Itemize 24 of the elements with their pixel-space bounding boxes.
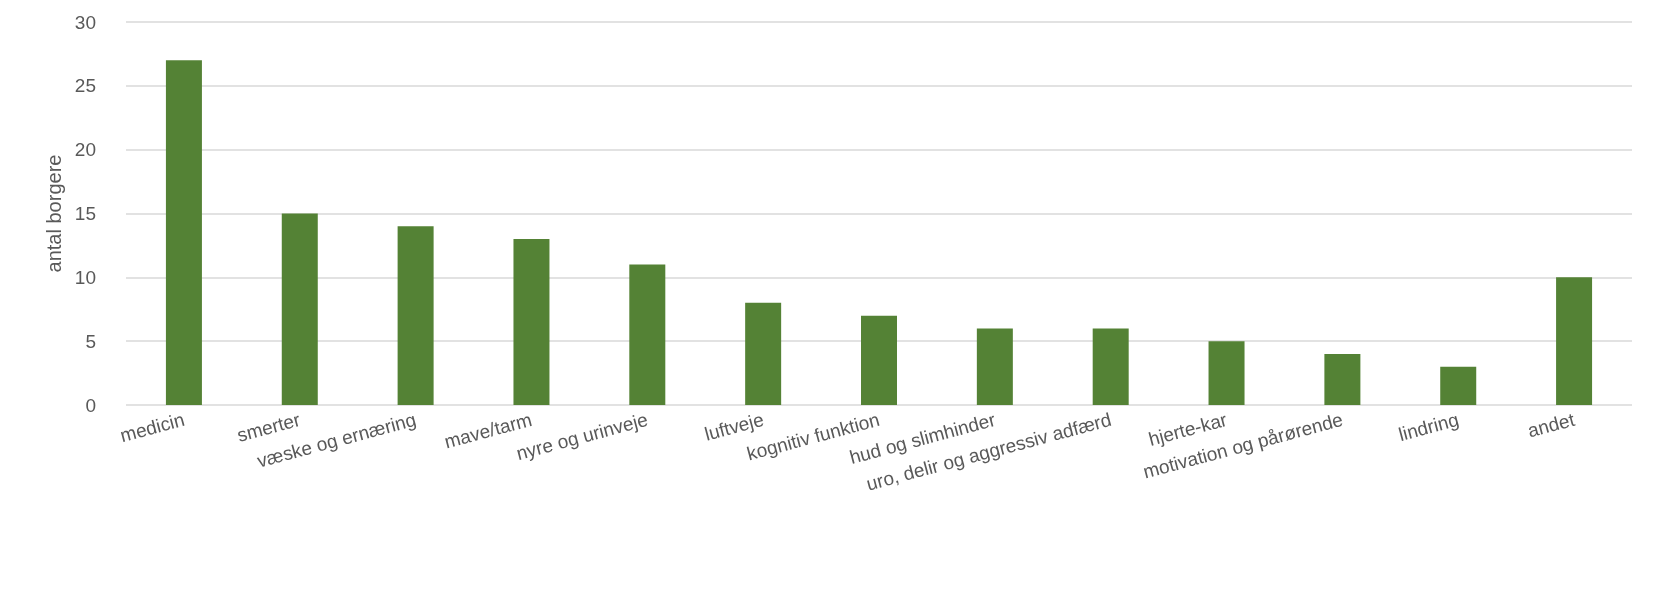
- y-axis-title: antal borgere: [42, 154, 65, 273]
- bar: [1440, 366, 1477, 405]
- x-tick-label: medicin: [117, 408, 187, 447]
- y-tick-label: 20: [74, 139, 96, 161]
- y-tick-label: 15: [74, 203, 96, 224]
- x-tick-label: lindring: [1396, 408, 1461, 446]
- bar: [1324, 353, 1361, 405]
- bar: [165, 60, 202, 405]
- bar: [513, 239, 550, 405]
- bar: [976, 328, 1013, 405]
- y-tick-label: 0: [85, 394, 96, 416]
- bar: [1208, 341, 1245, 405]
- y-tick-label: 25: [74, 75, 96, 97]
- bar: [1556, 277, 1593, 405]
- bar: [281, 213, 318, 405]
- bar: [745, 302, 782, 405]
- bar: [1092, 328, 1129, 405]
- bar: [861, 315, 897, 405]
- bar: [629, 264, 666, 405]
- y-tick-label: 5: [85, 330, 96, 352]
- y-tick-label: 10: [74, 266, 96, 288]
- x-tick-label: andet: [1525, 408, 1578, 442]
- y-tick-label: 30: [74, 11, 96, 33]
- bar: [397, 226, 434, 405]
